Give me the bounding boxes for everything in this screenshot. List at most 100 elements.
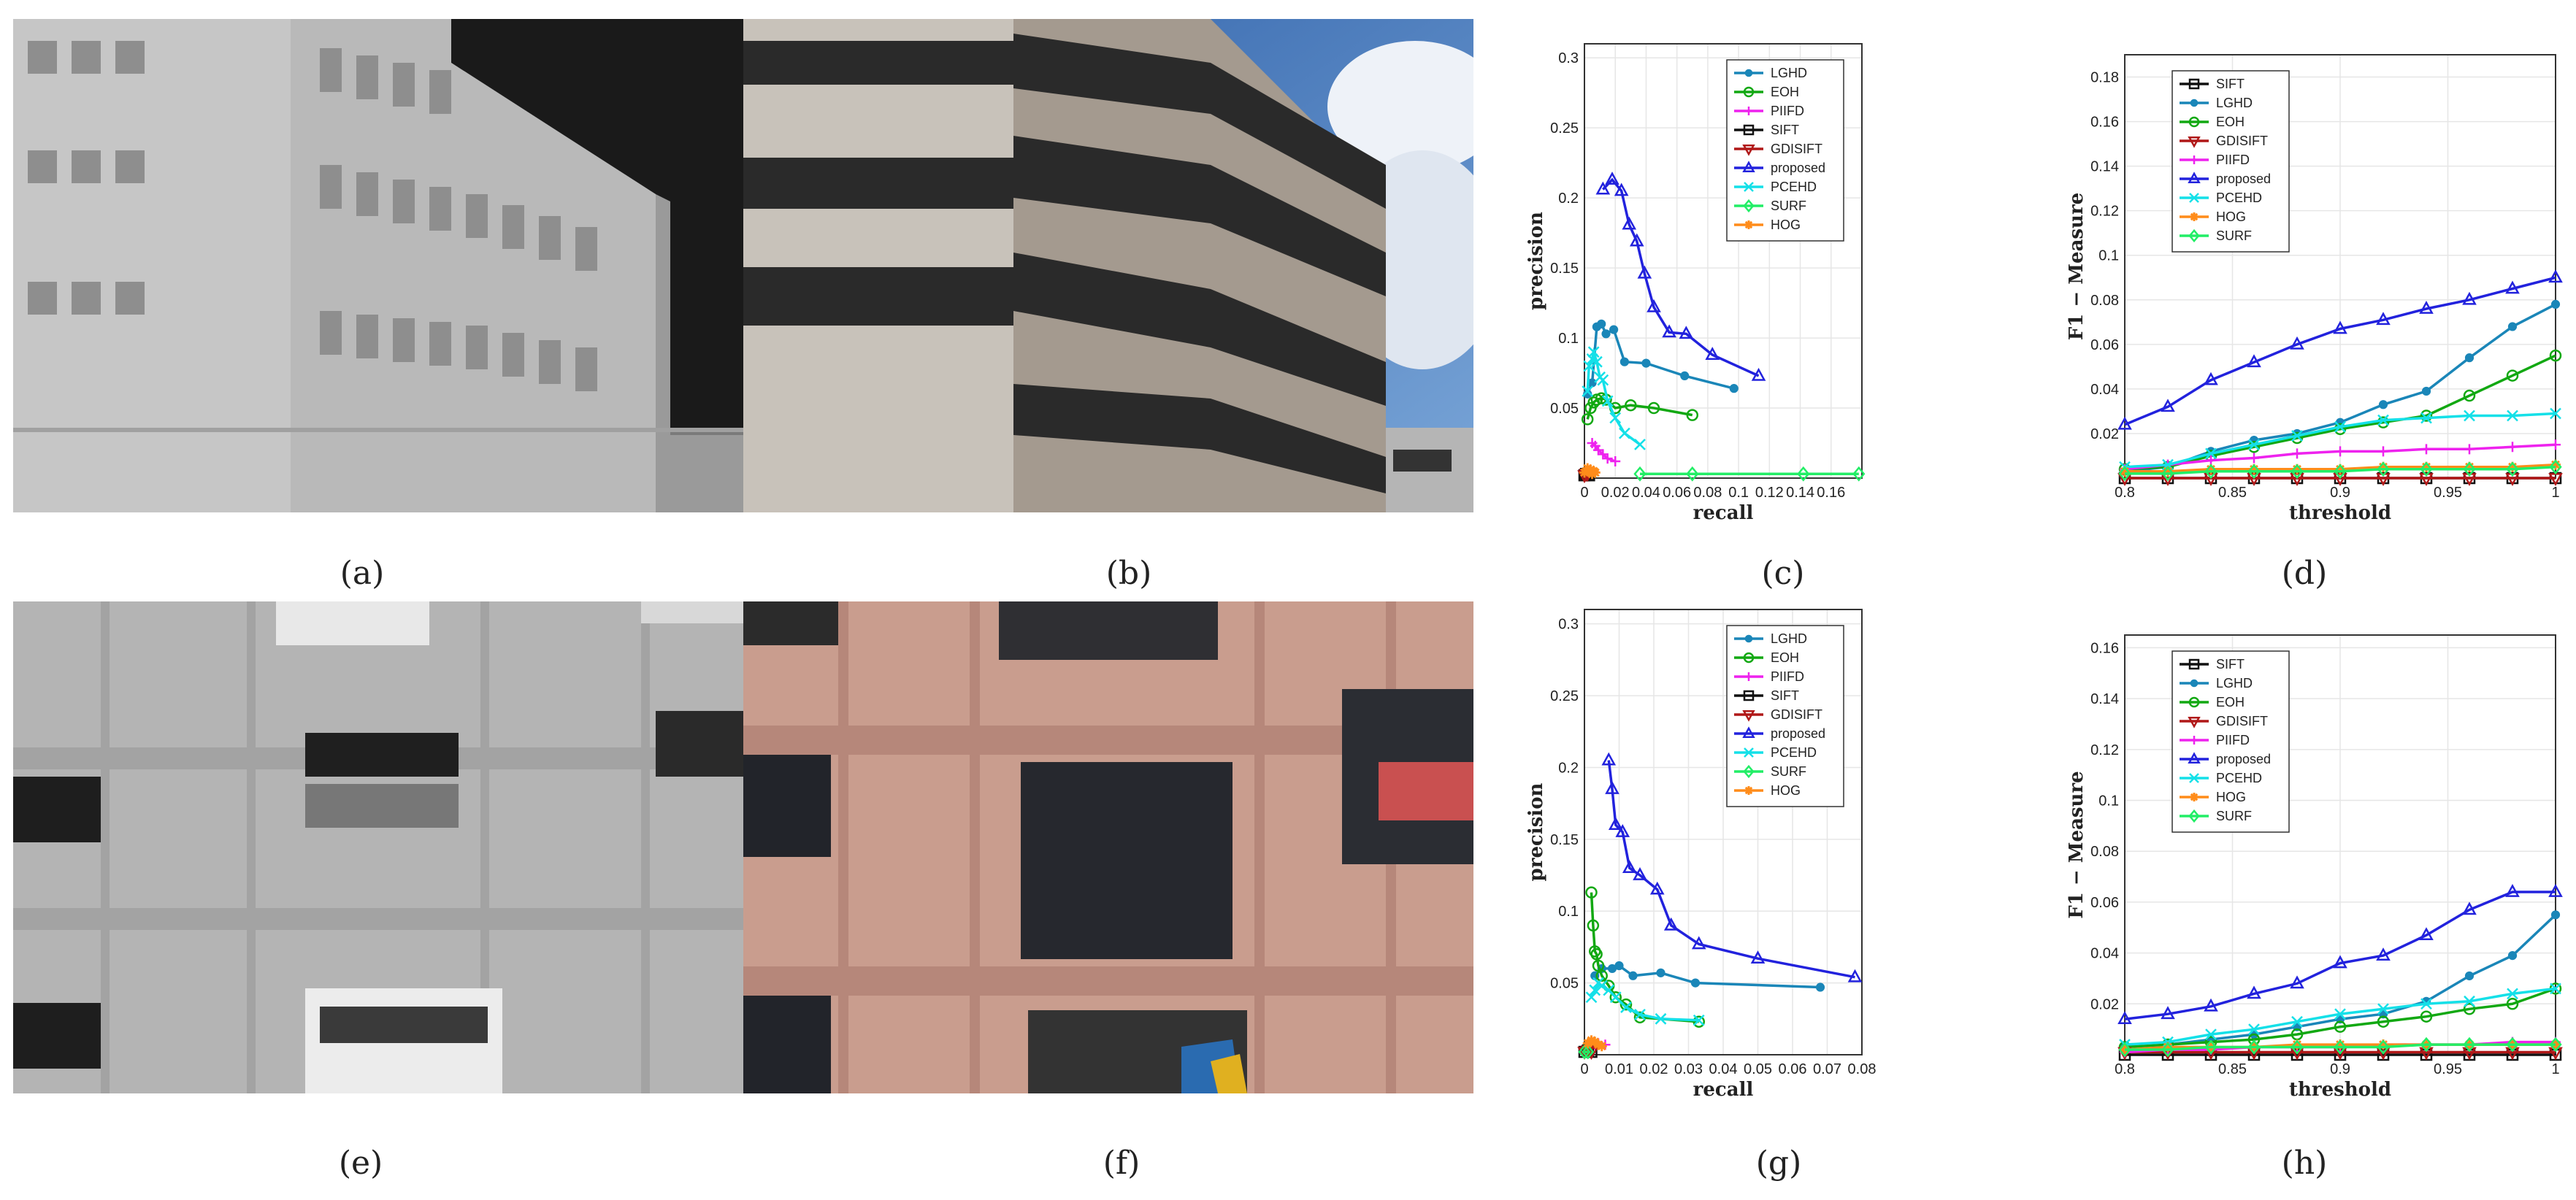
data-point: [2550, 459, 2561, 470]
legend-label: PIIFD: [1771, 669, 1804, 684]
data-point: [2204, 464, 2217, 480]
y-tick-label: 0.08: [2090, 844, 2119, 860]
data-point: [1637, 265, 1652, 279]
data-point: [2291, 464, 2304, 480]
data-point: [2290, 975, 2304, 989]
y-tick-label: 0.25: [1550, 120, 1579, 136]
data-point: [1797, 466, 1810, 482]
legend-label: PIIFD: [2216, 733, 2250, 747]
x-tick-label: 0.04: [1709, 1061, 1738, 1077]
y-axis-label: precision: [1525, 782, 1547, 881]
data-point: [1610, 455, 1621, 466]
legend-marker: [2189, 773, 2199, 783]
data-point: [2291, 1039, 2304, 1055]
caption-h: (h): [2281, 1145, 2328, 1182]
data-point: [2335, 1039, 2345, 1050]
legend-label: HOG: [2216, 209, 2246, 224]
data-point: [2117, 416, 2132, 430]
data-point: [1852, 466, 1866, 482]
y-tick-label: 0.25: [1550, 688, 1579, 704]
caption-b: (b): [1105, 555, 1152, 592]
legend-label: LGHD: [2216, 676, 2253, 691]
data-point: [2335, 446, 2345, 457]
y-tick-label: 0.2: [1558, 760, 1579, 776]
series-piifd: [1587, 438, 1621, 466]
data-point: [1585, 991, 1598, 1004]
caption-f: (f): [1103, 1145, 1141, 1182]
data-point: [2420, 1010, 2433, 1023]
legend-label: EOH: [2216, 695, 2245, 709]
data-point: [2292, 448, 2302, 459]
data-point: [2333, 320, 2347, 334]
legend-marker: [2188, 752, 2201, 764]
data-point: [2463, 1003, 2476, 1015]
x-tick-label: 0.8: [2115, 485, 2135, 501]
data-point: [2291, 430, 2303, 442]
data-point: [2163, 466, 2173, 477]
series-line: [2124, 276, 2556, 426]
data-point: [1596, 1041, 1607, 1052]
y-tick-label: 0.3: [1558, 617, 1579, 633]
y-tick-label: 0.04: [2090, 946, 2119, 962]
data-point: [2550, 439, 2561, 450]
series-pcehd: [2119, 407, 2561, 473]
legend-label: proposed: [1771, 161, 1825, 175]
data-point: [1582, 1044, 1595, 1060]
data-point: [2247, 464, 2261, 480]
legend-marker: [2188, 696, 2200, 708]
data-point: [1578, 1044, 1591, 1060]
data-point: [2505, 280, 2520, 294]
y-tick-label: 0.16: [2090, 115, 2119, 131]
data-point: [1589, 984, 1601, 996]
data-point: [2378, 446, 2388, 457]
legend-label: proposed: [2216, 172, 2271, 186]
data-point: [1656, 968, 1665, 977]
series-proposed: [2117, 269, 2563, 430]
data-point: [2117, 1011, 2132, 1025]
legend-item: HOG: [2180, 209, 2246, 224]
y-axis-label: F1 − Measure: [2066, 193, 2088, 340]
legend-item: proposed: [1734, 161, 1825, 175]
legend-marker: [2190, 736, 2199, 745]
legend: LGHD EOH PIIFD SIFT GDISIFT proposed PCEHD SURF…: [1726, 59, 1844, 242]
x-axis-label: threshold: [2289, 502, 2391, 524]
data-point: [1686, 466, 1699, 482]
x-tick-label: 0.03: [1674, 1061, 1703, 1077]
x-tick-label: 0.14: [1786, 485, 1814, 501]
x-tick-label: 0.06: [1663, 485, 1691, 501]
data-point: [1628, 971, 1638, 980]
data-point: [2464, 353, 2475, 363]
caption-e: (e): [338, 1145, 383, 1182]
data-point: [2291, 1015, 2303, 1028]
data-point: [2378, 461, 2388, 472]
data-point: [2118, 466, 2131, 482]
data-point: [1693, 1014, 1705, 1026]
legend-item: EOH: [2180, 695, 2245, 709]
data-point: [1590, 467, 1601, 478]
y-tick-label: 0.04: [2090, 382, 2119, 398]
data-point: [1595, 969, 1608, 982]
legend-marker: [1744, 786, 1753, 795]
data-point: [1690, 978, 1701, 988]
data-point: [1750, 950, 1766, 964]
legend-marker: [2190, 155, 2199, 164]
legend-marker: [1744, 220, 1753, 229]
data-point: [2249, 464, 2259, 474]
data-point: [2463, 461, 2476, 477]
y-tick-label: 0.3: [1558, 50, 1579, 66]
data-point: [1614, 182, 1629, 196]
data-point: [2463, 1036, 2476, 1053]
data-point: [2549, 349, 2562, 362]
legend-item: SURF: [2180, 228, 2252, 243]
data-point: [1663, 917, 1679, 931]
data-point: [1601, 752, 1617, 766]
data-point: [1592, 959, 1605, 972]
data-point: [2377, 414, 2389, 426]
legend-item: PCEHD: [1734, 180, 1817, 194]
data-point: [2377, 461, 2390, 477]
y-tick-label: 0.14: [2090, 159, 2119, 175]
legend-label: SURF: [2216, 228, 2252, 243]
data-point: [1583, 360, 1595, 372]
y-tick-label: 0.12: [2090, 742, 2119, 758]
y-tick-label: 0.12: [2090, 204, 2119, 220]
